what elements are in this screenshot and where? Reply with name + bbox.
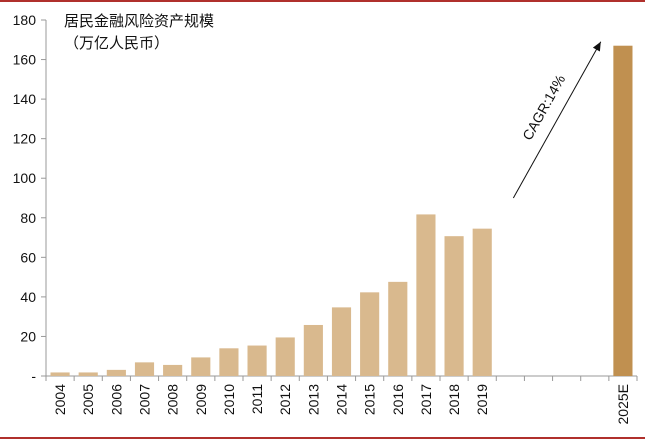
y-tick-label: 80: [20, 210, 36, 226]
bottom-rule: [0, 437, 645, 439]
chart-subtitle: （万亿人民币）: [64, 34, 170, 52]
x-tick-label: 2017: [418, 384, 434, 415]
chart-title: 居民金融风险资产规模: [64, 12, 215, 30]
bar-2019: [472, 228, 492, 376]
x-tick-label: 2015: [362, 384, 378, 415]
y-tick-label: 40: [20, 289, 36, 305]
x-tick-label: 2013: [305, 384, 321, 415]
x-tick-label: 2005: [80, 384, 96, 415]
bar-2006: [106, 369, 126, 376]
y-tick-label: 140: [13, 91, 37, 107]
bar-2017: [416, 214, 436, 376]
top-rule: [0, 0, 645, 2]
y-tick-label: 160: [13, 52, 37, 68]
bar-2018: [444, 236, 464, 376]
x-tick-label: 2014: [334, 384, 350, 415]
x-tick-label: 2025E: [615, 384, 631, 424]
bar-2011: [247, 345, 267, 376]
bar-2004: [50, 372, 70, 376]
cagr-arrow-head: [592, 41, 601, 52]
x-tick-label: 2018: [446, 384, 462, 415]
x-tick-label: 2007: [137, 384, 153, 415]
bar-2013: [303, 324, 323, 376]
cagr-arrow-line: [512, 41, 602, 199]
x-tick-label: 2016: [390, 384, 406, 415]
bar-2012: [275, 337, 295, 376]
y-tick-label: 100: [13, 170, 37, 186]
bar-2014: [331, 307, 352, 376]
bar-2008: [163, 364, 183, 376]
bar-2025E: [613, 45, 633, 376]
cagr-label: CAGR:14%: [519, 72, 568, 143]
bar-2009: [191, 357, 211, 376]
chart-title-block: 居民金融风险资产规模 （万亿人民币）: [64, 10, 214, 54]
bar-2007: [134, 362, 155, 376]
y-tick-label: 120: [13, 131, 37, 147]
x-tick-label: 2010: [221, 384, 237, 415]
bar-2010: [219, 348, 239, 376]
bar-2015: [360, 292, 380, 376]
x-tick-label: 2012: [277, 384, 293, 415]
x-tick-label: 2019: [474, 384, 490, 415]
x-tick-label: 2006: [108, 384, 124, 415]
x-tick-label: 2011: [249, 384, 265, 414]
y-tick-label: 180: [13, 12, 37, 28]
x-tick-label: 2009: [193, 384, 209, 415]
bar-2005: [78, 372, 98, 376]
bar-2016: [388, 281, 408, 376]
y-tick-label: 20: [20, 328, 36, 344]
y-tick-label: 60: [20, 249, 36, 265]
y-tick-label: -: [31, 368, 36, 384]
x-tick-label: 2004: [52, 384, 68, 415]
x-tick-label: 2008: [165, 384, 181, 415]
